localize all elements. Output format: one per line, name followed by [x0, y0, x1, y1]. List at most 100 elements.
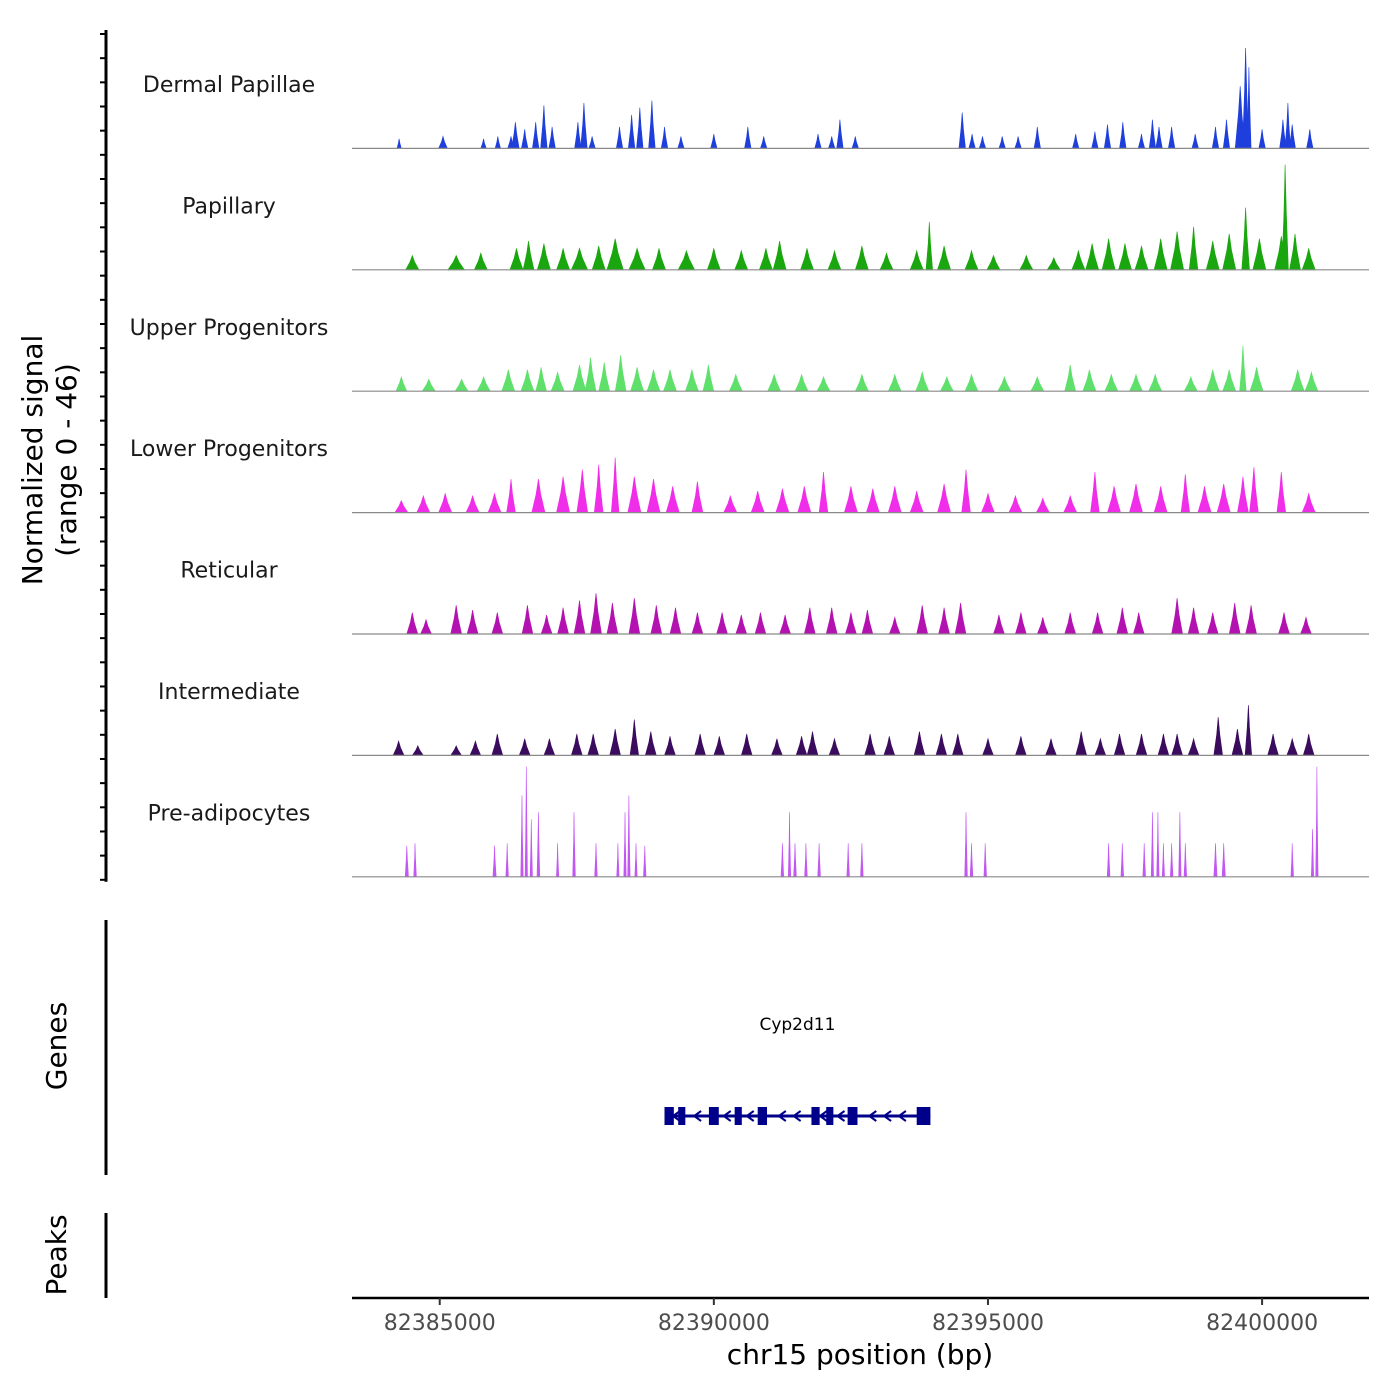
signal-peak: [1148, 373, 1163, 392]
signal-peak: [728, 373, 743, 392]
signal-peak: [1241, 207, 1250, 271]
signal-peak: [491, 612, 504, 635]
signal-peak: [480, 138, 487, 149]
signal-peak: [909, 491, 924, 513]
signal-peak: [964, 249, 979, 271]
signal-peak: [1137, 134, 1146, 149]
signal-peak: [450, 745, 463, 756]
signal-peak: [816, 376, 831, 392]
signal-peak: [1284, 102, 1291, 149]
strand-arrow: [867, 1110, 877, 1122]
signal-peak: [536, 243, 551, 271]
signal-peak: [734, 249, 749, 271]
track-dermal-papillae: Dermal Papillae: [143, 47, 1369, 149]
signal-peak: [404, 845, 409, 878]
signal-peak: [961, 469, 971, 513]
signal-peak: [964, 812, 968, 878]
strand-arrow: [818, 1110, 828, 1122]
signal-peak: [883, 736, 896, 756]
signal-peak: [1310, 828, 1315, 878]
signal-peak: [1033, 126, 1041, 149]
signal-peak: [570, 733, 583, 756]
signal-peak: [1063, 494, 1078, 513]
signal-peak: [1035, 497, 1050, 513]
signal-peak: [454, 378, 469, 392]
signal-peak: [997, 376, 1012, 392]
signal-peak: [1120, 843, 1125, 878]
signal-peak: [606, 602, 619, 635]
signal-peak: [964, 373, 979, 392]
signal-peak: [787, 812, 792, 878]
signal-peak: [925, 221, 933, 271]
signal-tracks: Dermal Papillae Papillary Upper Progenitor…: [130, 47, 1369, 878]
signal-peak: [1045, 738, 1057, 756]
signal-peak: [450, 605, 462, 635]
signal-peak: [1178, 812, 1182, 878]
signal-peak: [851, 136, 860, 149]
signal-peak: [665, 486, 680, 513]
signal-peak: [634, 843, 638, 878]
signal-peak: [630, 367, 645, 392]
signal-peak: [421, 378, 436, 392]
track-label-lower-progenitors: Lower Progenitors: [130, 437, 328, 462]
x-axis-tick-label: 82395000: [932, 1311, 1044, 1336]
signal-peak: [1118, 243, 1133, 271]
signal-peak: [535, 367, 547, 392]
strand-arrow: [692, 1110, 702, 1122]
signal-peak: [1014, 612, 1027, 635]
signal-peak: [1128, 373, 1144, 392]
signal-peak: [1205, 241, 1220, 271]
signal-peak: [1148, 119, 1157, 149]
signal-peak: [610, 457, 620, 513]
signal-peak: [1008, 494, 1023, 513]
signal-peak: [793, 843, 797, 878]
signal-peak: [660, 126, 669, 149]
signal-peak: [491, 733, 504, 756]
signal-peak: [1161, 843, 1165, 878]
signal-peak: [556, 248, 571, 271]
signal-peak: [1036, 617, 1049, 635]
gene-cyp2d11: Cyp2d11: [664, 1015, 931, 1125]
signal-peak: [677, 136, 685, 149]
signal-peak: [888, 616, 901, 635]
signal-peak: [396, 138, 402, 149]
signal-peak: [770, 738, 783, 756]
signal-peak: [543, 738, 556, 756]
signal-peak: [1216, 483, 1231, 513]
signal-peak: [1171, 733, 1184, 756]
signal-peak: [978, 136, 987, 149]
signal-peak: [438, 135, 448, 149]
signal-peak: [416, 494, 431, 513]
signal-peak: [817, 843, 821, 878]
peaks-track-title: Peaks: [40, 1214, 73, 1295]
signal-peak: [628, 598, 641, 635]
signal-peak: [694, 733, 707, 756]
signal-peak: [627, 476, 642, 513]
signal-peak: [706, 248, 721, 271]
signal-peak: [540, 614, 553, 635]
track-label-reticular: Reticular: [180, 559, 278, 584]
signal-peak: [913, 731, 926, 756]
signal-peak: [909, 249, 924, 271]
signal-peak: [1276, 471, 1287, 513]
strand-arrow: [791, 1110, 802, 1122]
signal-peak: [1222, 369, 1237, 392]
signal-peak: [795, 736, 808, 756]
signal-peak: [775, 488, 790, 513]
y-axis-title-line-1: Normalized signal: [16, 335, 49, 586]
gene-label: Cyp2d11: [759, 1015, 835, 1035]
signal-peak: [548, 126, 556, 149]
signal-peak: [628, 247, 646, 271]
signal-peak: [958, 112, 966, 149]
signal-peak: [1278, 612, 1290, 635]
signal-peak: [1301, 248, 1316, 271]
signal-peak: [644, 731, 657, 756]
signal-peak: [1301, 492, 1316, 513]
signal-peak: [1205, 369, 1220, 392]
signal-peak: [572, 812, 576, 878]
signal-peak: [627, 795, 631, 878]
track-pre-adipocytes: Pre-adipocytes: [148, 766, 1369, 878]
signal-peak: [438, 492, 453, 513]
signal-peak: [1222, 119, 1231, 149]
